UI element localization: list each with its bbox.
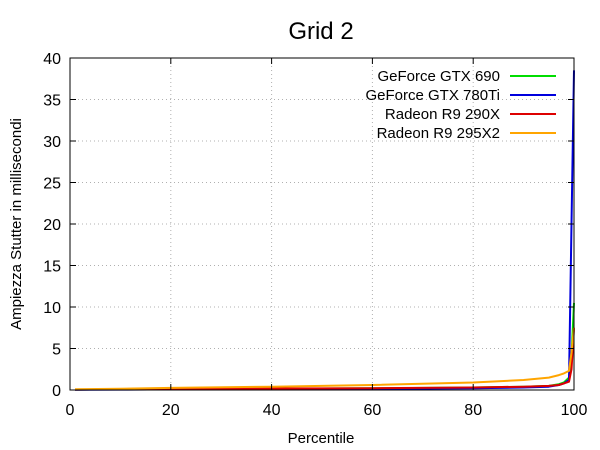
y-tick-label: 15	[43, 259, 61, 276]
y-tick-label: 0	[52, 383, 61, 400]
y-tick-label: 25	[43, 176, 61, 193]
x-tick-label: 100	[561, 402, 588, 419]
chart-title: Grid 2	[288, 18, 353, 45]
legend-label: Radeon R9 290X	[385, 106, 500, 123]
y-tick-label: 40	[43, 51, 61, 68]
y-tick-label: 20	[43, 217, 61, 234]
x-tick-label: 40	[263, 402, 281, 419]
x-tick-label: 60	[364, 402, 382, 419]
x-tick-label: 20	[162, 402, 180, 419]
legend-label: GeForce GTX 780Ti	[366, 87, 501, 104]
tick-layer: 0 20 40 60 80 100 0 5 10 15 20 25 30 35 40	[43, 51, 587, 419]
x-axis-label: Percentile	[288, 430, 355, 447]
x-tick-label: 80	[464, 402, 482, 419]
y-axis-label: Ampiezza Stutter in millisecondi	[8, 118, 25, 330]
legend-label: GeForce GTX 690	[377, 68, 500, 85]
legend: GeForce GTX 690 GeForce GTX 780Ti Radeon R…	[366, 68, 556, 142]
y-tick-label: 30	[43, 134, 61, 151]
y-tick-label: 35	[43, 93, 61, 110]
legend-label: Radeon R9 295X2	[377, 125, 500, 142]
y-tick-label: 10	[43, 300, 61, 317]
y-tick-label: 5	[52, 342, 61, 359]
x-tick-label: 0	[66, 402, 75, 419]
grid-layer	[70, 58, 574, 390]
series-line-4	[74, 327, 575, 391]
series-line-1	[74, 302, 575, 391]
